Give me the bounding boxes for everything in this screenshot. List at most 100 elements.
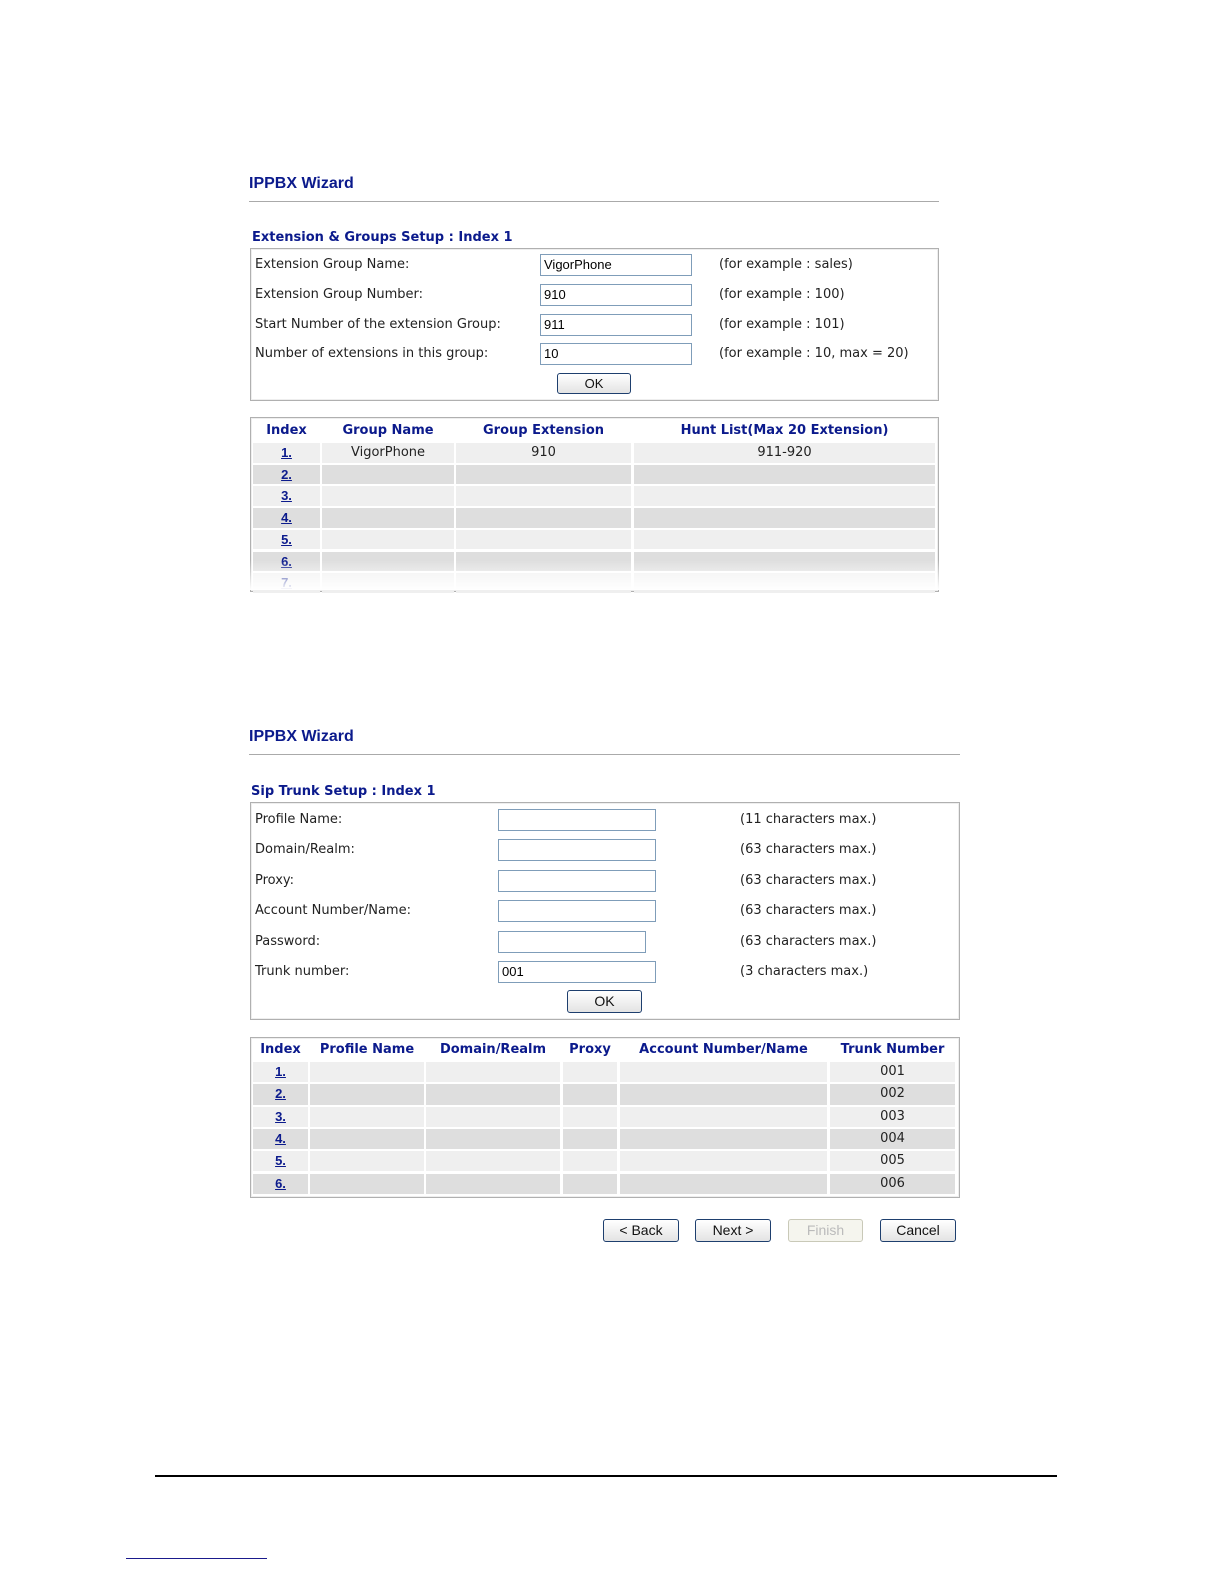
field-label: Extension Group Number: <box>255 286 424 302</box>
field-hint: (for example : 100) <box>719 286 845 302</box>
table-cell <box>634 486 935 507</box>
index-link[interactable]: 5. <box>281 531 292 547</box>
text-input[interactable]: 911 <box>540 313 692 336</box>
field-label: Domain/Realm: <box>255 842 355 858</box>
field-hint: (63 characters max.) <box>740 842 877 858</box>
table-cell <box>322 486 454 507</box>
field-hint: (3 characters max.) <box>740 964 869 979</box>
field-label: Extension Group Name: <box>255 257 410 272</box>
table-cell <box>322 508 454 528</box>
footer-rule <box>155 1475 1057 1477</box>
column-header: Group Extension <box>482 423 605 438</box>
table-cell <box>634 508 935 528</box>
wizard-title: IPPBX Wizard <box>249 175 354 192</box>
fade-overlay <box>250 560 940 590</box>
table-cell <box>634 464 935 485</box>
table-cell <box>563 1173 617 1194</box>
table-cell <box>620 1128 827 1150</box>
index-link[interactable]: 6. <box>275 1175 286 1191</box>
index-cell: 4. <box>253 1128 308 1150</box>
ok-button[interactable]: OK <box>567 990 642 1013</box>
table-cell <box>310 1062 424 1083</box>
index-cell: 4. <box>253 508 320 528</box>
table-cell: 910 <box>456 443 631 463</box>
text-input[interactable] <box>498 839 656 862</box>
table-cell: 005 <box>830 1151 955 1172</box>
index-link[interactable]: 1. <box>275 1064 286 1079</box>
index-link[interactable]: 2. <box>275 1086 286 1102</box>
table-cell <box>620 1062 827 1083</box>
field-label: Password: <box>255 933 321 949</box>
table-cell <box>620 1151 827 1172</box>
column-header: Index <box>260 1042 301 1057</box>
field-hint: (63 characters max.) <box>740 872 877 888</box>
table-cell <box>456 486 631 507</box>
table-cell <box>310 1128 424 1150</box>
table-cell <box>563 1151 617 1172</box>
field-label: Trunk number: <box>255 964 350 979</box>
text-input[interactable] <box>498 869 656 892</box>
table-cell <box>456 529 631 550</box>
index-cell: 5. <box>253 1151 308 1172</box>
index-link[interactable]: 4. <box>281 510 292 526</box>
index-link[interactable]: 1. <box>281 445 292 460</box>
text-input[interactable]: 001 <box>498 961 656 983</box>
text-input[interactable] <box>498 809 656 831</box>
cancel-button[interactable]: Cancel <box>880 1219 956 1242</box>
column-header: Proxy <box>569 1042 611 1057</box>
text-input[interactable]: 910 <box>540 283 692 306</box>
table-cell <box>322 464 454 485</box>
section-title: Sip Trunk Setup : Index 1 <box>251 784 436 799</box>
table-cell <box>426 1173 560 1194</box>
column-header: Trunk Number <box>840 1042 945 1057</box>
back-button[interactable]: < Back <box>603 1219 679 1242</box>
table-cell <box>620 1106 827 1127</box>
index-link[interactable]: 2. <box>281 466 292 482</box>
divider <box>249 754 960 755</box>
index-cell: 5. <box>253 529 320 550</box>
table-cell <box>634 529 935 550</box>
table-cell <box>310 1151 424 1172</box>
column-header: Hunt List(Max 20 Extension) <box>680 423 889 438</box>
column-header: Index <box>266 423 307 438</box>
index-cell: 2. <box>253 1084 308 1105</box>
text-input[interactable] <box>498 930 646 953</box>
table-cell <box>426 1084 560 1105</box>
field-hint: (for example : 101) <box>719 316 845 332</box>
table-cell <box>426 1128 560 1150</box>
next-button[interactable]: Next > <box>695 1219 771 1242</box>
text-input[interactable] <box>498 900 656 923</box>
table-cell: VigorPhone <box>322 443 454 463</box>
index-cell: 3. <box>253 1106 308 1127</box>
field-label: Profile Name: <box>255 812 343 827</box>
column-header: Account Number/Name <box>639 1042 808 1057</box>
table-cell: 002 <box>830 1084 955 1105</box>
field-label: Proxy: <box>255 872 295 888</box>
extension-group-form <box>250 248 939 401</box>
finish-button: Finish <box>788 1219 863 1242</box>
ok-button[interactable]: OK <box>557 373 631 394</box>
text-input[interactable]: VigorPhone <box>540 254 692 276</box>
column-header: Profile Name <box>319 1042 415 1057</box>
column-header: Group Name <box>342 423 434 438</box>
index-link[interactable]: 3. <box>281 488 292 504</box>
field-hint: (63 characters max.) <box>740 903 877 919</box>
table-cell <box>563 1084 617 1105</box>
field-hint: (for example : 10, max = 20) <box>719 346 909 362</box>
table-cell <box>456 464 631 485</box>
field-hint: (63 characters max.) <box>740 933 877 949</box>
table-cell: 001 <box>830 1062 955 1083</box>
table-cell: 003 <box>830 1106 955 1127</box>
index-link[interactable]: 3. <box>275 1108 286 1124</box>
field-label: Start Number of the extension Group: <box>255 316 501 332</box>
field-hint: (11 characters max.) <box>740 812 877 827</box>
column-header: Domain/Realm <box>439 1042 547 1057</box>
table-cell <box>620 1084 827 1105</box>
index-link[interactable]: 5. <box>275 1153 286 1169</box>
text-input[interactable]: 10 <box>540 343 692 366</box>
index-cell: 3. <box>253 486 320 507</box>
table-cell <box>310 1084 424 1105</box>
table-cell <box>426 1151 560 1172</box>
index-link[interactable]: 4. <box>275 1130 286 1146</box>
field-label: Account Number/Name: <box>255 903 411 919</box>
